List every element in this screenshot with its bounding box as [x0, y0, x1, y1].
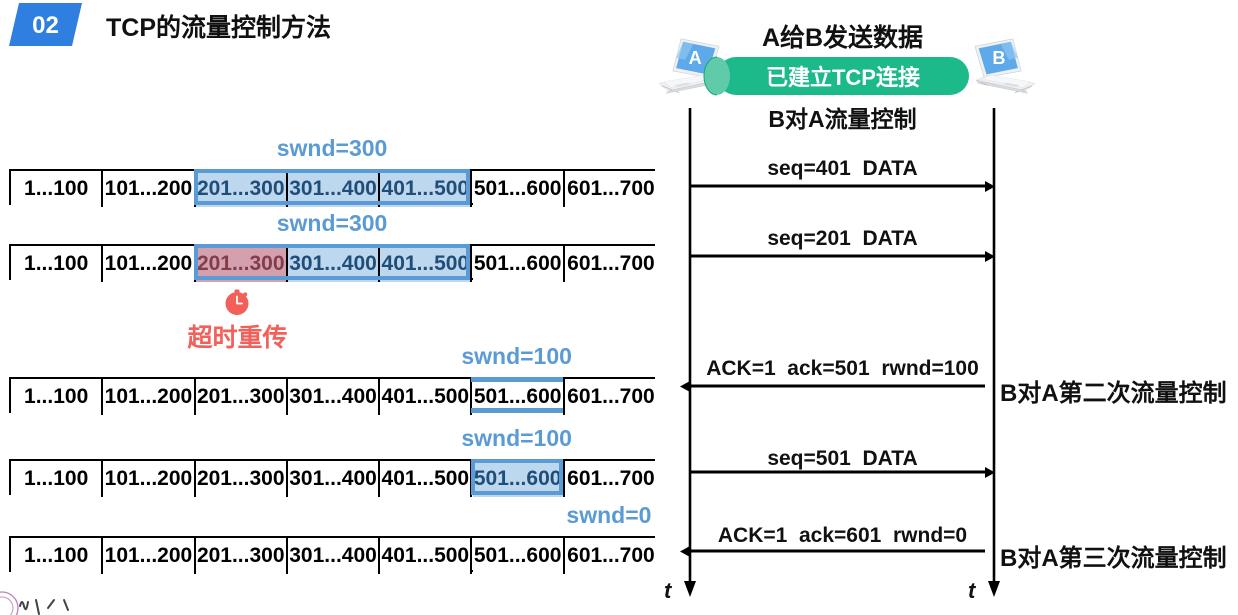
svg-text:02: 02 — [32, 12, 59, 39]
